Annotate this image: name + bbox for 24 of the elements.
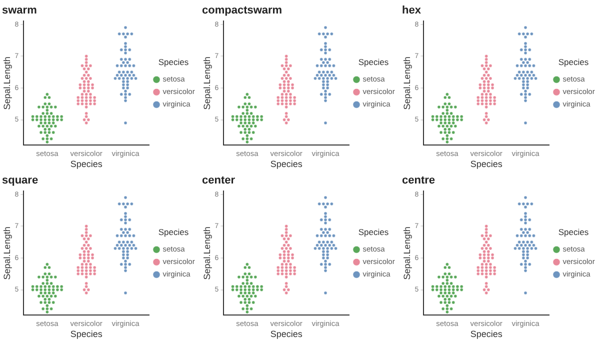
y-axis-title: Sepal.Length — [2, 226, 12, 280]
chart-title: compactswarm — [202, 4, 282, 17]
legend-title: Species — [158, 227, 189, 238]
chart-title: centre — [402, 174, 436, 187]
chart-title: hex — [402, 4, 422, 17]
chart-title: swarm — [2, 4, 38, 17]
x-axis-title: Species — [270, 329, 303, 340]
legend-title: Species — [558, 57, 589, 68]
legend-title: Species — [158, 57, 189, 68]
chart-title: square — [2, 174, 38, 187]
x-axis-title: Species — [70, 159, 103, 170]
legend-title: Species — [358, 57, 389, 68]
x-axis-title: Species — [70, 329, 103, 340]
y-axis-title: Sepal.Length — [402, 56, 412, 110]
chart-title: center — [202, 174, 236, 187]
y-axis-title: Sepal.Length — [202, 226, 212, 280]
y-axis-title: Sepal.Length — [2, 56, 12, 110]
y-axis-title: Sepal.Length — [402, 226, 412, 280]
x-axis-title: Species — [270, 159, 303, 170]
legend-title: Species — [358, 227, 389, 238]
x-axis-title: Species — [470, 159, 503, 170]
x-axis-title: Species — [470, 329, 503, 340]
y-axis-title: Sepal.Length — [202, 56, 212, 110]
legend-title: Species — [558, 227, 589, 238]
